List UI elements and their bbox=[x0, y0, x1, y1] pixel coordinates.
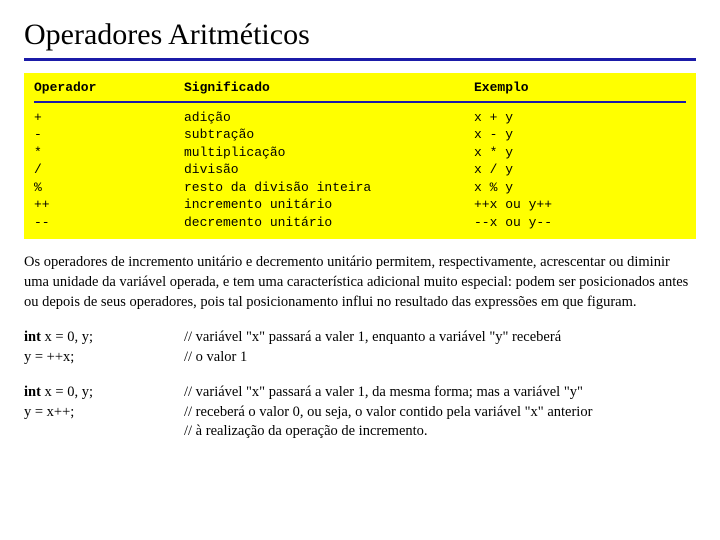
col-header-significado: Significado bbox=[184, 79, 474, 97]
description-paragraph: Os operadores de incremento unitário e d… bbox=[24, 253, 696, 312]
cell-significado: adição bbox=[184, 109, 474, 127]
page-title: Operadores Aritméticos bbox=[24, 18, 696, 52]
cell-significado: subtração bbox=[184, 126, 474, 144]
cell-significado: incremento unitário bbox=[184, 196, 474, 214]
table-row: ++incremento unitário++x ou y++ bbox=[34, 196, 686, 214]
table-row: -subtraçãox - y bbox=[34, 126, 686, 144]
cell-operator: + bbox=[34, 109, 184, 127]
cell-significado: divisão bbox=[184, 161, 474, 179]
table-row: *multiplicaçãox * y bbox=[34, 144, 686, 162]
table-header-row: Operador Significado Exemplo bbox=[34, 79, 686, 97]
cell-operator: * bbox=[34, 144, 184, 162]
cell-significado: multiplicação bbox=[184, 144, 474, 162]
cell-significado: decremento unitário bbox=[184, 214, 474, 232]
cell-exemplo: x - y bbox=[474, 126, 686, 144]
cell-operator: -- bbox=[34, 214, 184, 232]
comment-line: // receberá o valor 0, ou seja, o valor … bbox=[184, 403, 696, 423]
statement-text: y = x++; bbox=[24, 403, 184, 423]
cell-operator: % bbox=[34, 179, 184, 197]
cell-exemplo: x * y bbox=[474, 144, 686, 162]
comment-line: // o valor 1 bbox=[184, 348, 696, 368]
table-row: --decremento unitário--x ou y-- bbox=[34, 214, 686, 232]
table-row: +adiçãox + y bbox=[34, 109, 686, 127]
keyword: int bbox=[24, 384, 41, 400]
cell-exemplo: --x ou y-- bbox=[474, 214, 686, 232]
cell-exemplo: x + y bbox=[474, 109, 686, 127]
comment-line: // variável "x" passará a valer 1, da me… bbox=[184, 383, 696, 403]
comment-line: // à realização da operação de increment… bbox=[184, 422, 696, 442]
code-example: int x = 0, y; y = x++;// variável "x" pas… bbox=[24, 383, 696, 442]
comment-line: // variável "x" passará a valer 1, enqua… bbox=[184, 328, 696, 348]
col-header-operator: Operador bbox=[34, 79, 184, 97]
example-code: int x = 0, y; y = ++x; bbox=[24, 328, 184, 367]
keyword: int bbox=[24, 329, 41, 345]
table-row: %resto da divisão inteirax % y bbox=[34, 179, 686, 197]
cell-operator: ++ bbox=[34, 196, 184, 214]
example-comment: // variável "x" passará a valer 1, da me… bbox=[184, 383, 696, 442]
declaration-text: x = 0, y; bbox=[41, 329, 93, 345]
statement-text: y = ++x; bbox=[24, 348, 184, 368]
cell-exemplo: ++x ou y++ bbox=[474, 196, 686, 214]
table-row: /divisãox / y bbox=[34, 161, 686, 179]
col-header-exemplo: Exemplo bbox=[474, 79, 686, 97]
cell-operator: / bbox=[34, 161, 184, 179]
declaration-text: x = 0, y; bbox=[41, 384, 93, 400]
cell-exemplo: x / y bbox=[474, 161, 686, 179]
title-rule bbox=[24, 58, 696, 61]
example-comment: // variável "x" passará a valer 1, enqua… bbox=[184, 328, 696, 367]
cell-operator: - bbox=[34, 126, 184, 144]
operators-table: Operador Significado Exemplo +adiçãox + … bbox=[24, 73, 696, 239]
cell-exemplo: x % y bbox=[474, 179, 686, 197]
header-rule bbox=[34, 101, 686, 103]
example-code: int x = 0, y; y = x++; bbox=[24, 383, 184, 442]
code-example: int x = 0, y; y = ++x;// variável "x" pas… bbox=[24, 328, 696, 367]
cell-significado: resto da divisão inteira bbox=[184, 179, 474, 197]
